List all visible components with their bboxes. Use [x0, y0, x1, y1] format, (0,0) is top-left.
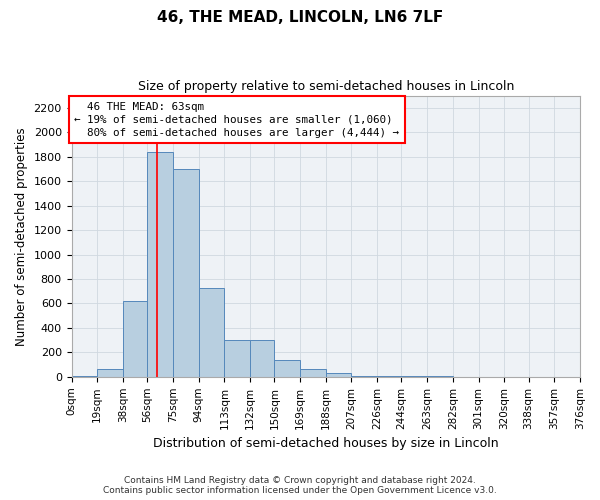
Bar: [173, 169, 199, 377]
Y-axis label: Number of semi-detached properties: Number of semi-detached properties: [15, 127, 28, 346]
Bar: [199, 288, 224, 377]
Bar: [71, 376, 97, 377]
Bar: [224, 340, 250, 377]
Title: Size of property relative to semi-detached houses in Lincoln: Size of property relative to semi-detach…: [137, 80, 514, 93]
X-axis label: Distribution of semi-detached houses by size in Lincoln: Distribution of semi-detached houses by …: [153, 437, 499, 450]
Text: Contains HM Land Registry data © Crown copyright and database right 2024.
Contai: Contains HM Land Registry data © Crown c…: [103, 476, 497, 495]
Text: 46, THE MEAD, LINCOLN, LN6 7LF: 46, THE MEAD, LINCOLN, LN6 7LF: [157, 10, 443, 25]
Bar: [97, 370, 123, 377]
Bar: [123, 301, 147, 377]
Bar: [250, 340, 274, 377]
Bar: [401, 376, 427, 377]
Text: 46 THE MEAD: 63sqm
← 19% of semi-detached houses are smaller (1,060)
  80% of se: 46 THE MEAD: 63sqm ← 19% of semi-detache…: [74, 102, 399, 138]
Bar: [352, 376, 377, 377]
Bar: [147, 152, 173, 377]
Bar: [274, 360, 300, 377]
Bar: [377, 376, 401, 377]
Bar: [326, 372, 352, 377]
Bar: [300, 369, 326, 377]
